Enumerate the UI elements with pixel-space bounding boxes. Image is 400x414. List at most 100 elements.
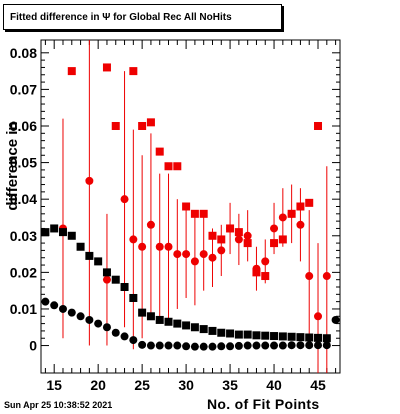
circle-marker	[278, 213, 287, 222]
x-tick-label: 15	[46, 377, 62, 393]
y-tick-label: 0.07	[10, 81, 37, 97]
x-tick-label: 35	[222, 377, 238, 393]
circle-marker	[296, 341, 305, 350]
circle-marker	[138, 340, 147, 349]
square-marker	[41, 228, 50, 237]
square-marker	[305, 333, 314, 342]
circle-marker	[287, 341, 296, 350]
x-tick-label: 20	[90, 377, 106, 393]
square-marker	[155, 147, 164, 156]
square-marker	[129, 67, 138, 76]
circle-marker	[67, 308, 76, 317]
square-marker	[67, 231, 76, 240]
square-marker	[305, 198, 314, 207]
circle-marker	[173, 250, 182, 259]
square-marker	[296, 202, 305, 211]
x-axis-label: No. of Fit Points	[207, 396, 320, 412]
circle-marker	[217, 246, 226, 255]
circle-marker	[164, 341, 173, 350]
y-tick-label: 0.03	[10, 228, 37, 244]
square-marker	[270, 332, 279, 341]
circle-marker	[322, 341, 331, 350]
circle-marker	[252, 341, 261, 350]
y-tick-label: 0.04	[10, 191, 37, 207]
square-marker	[243, 239, 252, 248]
circle-marker	[234, 341, 243, 350]
circle-marker	[287, 209, 296, 218]
square-marker	[234, 228, 243, 237]
square-marker	[182, 202, 191, 211]
square-marker	[314, 333, 323, 342]
circle-marker	[261, 257, 270, 266]
y-tick-label: 0.08	[10, 45, 37, 61]
square-marker	[155, 315, 164, 324]
circle-marker	[85, 176, 94, 185]
circle-marker	[155, 341, 164, 350]
square-marker	[217, 235, 226, 244]
square-marker	[173, 162, 182, 171]
circle-marker	[217, 342, 226, 351]
y-axis-label: difference in	[4, 121, 21, 211]
circle-marker	[146, 341, 155, 350]
square-marker	[67, 67, 76, 76]
circle-marker	[270, 341, 279, 350]
square-marker	[199, 325, 208, 334]
square-marker	[278, 235, 287, 244]
square-marker	[120, 283, 129, 292]
y-tick-label: 0.01	[10, 301, 37, 317]
square-marker	[76, 242, 85, 251]
circle-marker	[278, 341, 287, 350]
circle-marker	[305, 341, 314, 350]
square-marker	[208, 231, 217, 240]
x-tick-label: 30	[178, 377, 194, 393]
circle-marker	[296, 220, 305, 229]
square-marker	[208, 326, 217, 335]
circle-marker	[190, 342, 199, 351]
circle-marker	[243, 341, 252, 350]
square-marker	[234, 330, 243, 339]
circle-marker	[226, 224, 235, 233]
y-tick-label: 0.05	[10, 155, 37, 171]
chart-title-box: Fitted difference in Ψ for Global Rec Al…	[3, 4, 282, 30]
timestamp-footer: Sun Apr 25 10:38:52 2021	[4, 400, 113, 410]
circle-marker	[58, 304, 67, 313]
square-marker	[296, 333, 305, 342]
circle-marker	[41, 297, 50, 306]
square-marker	[243, 330, 252, 339]
circle-marker	[331, 315, 340, 324]
circle-marker	[252, 264, 261, 273]
circle-marker	[270, 224, 279, 233]
circle-marker	[111, 328, 120, 337]
square-marker	[199, 209, 208, 218]
circle-marker	[226, 342, 235, 351]
circle-marker	[120, 195, 129, 204]
circle-marker	[182, 250, 191, 259]
square-marker	[146, 118, 155, 127]
square-marker	[129, 293, 138, 302]
square-marker	[164, 162, 173, 171]
circle-marker	[102, 323, 111, 332]
circle-marker	[164, 242, 173, 251]
circle-marker	[120, 332, 129, 341]
square-marker	[173, 319, 182, 328]
circle-marker	[182, 342, 191, 351]
square-marker	[314, 121, 323, 130]
circle-marker	[94, 319, 103, 328]
circle-marker	[102, 275, 111, 284]
circle-marker	[234, 235, 243, 244]
square-marker	[261, 272, 270, 281]
square-marker	[190, 323, 199, 332]
x-tick-label: 25	[134, 377, 150, 393]
square-marker	[182, 321, 191, 330]
square-marker	[102, 268, 111, 277]
square-marker	[252, 331, 261, 340]
square-marker	[322, 334, 331, 343]
circle-marker	[199, 342, 208, 351]
square-marker	[138, 308, 147, 317]
circle-marker	[243, 231, 252, 240]
circle-marker	[208, 342, 217, 351]
square-marker	[85, 251, 94, 260]
circle-marker	[314, 312, 323, 321]
plot-frame	[40, 39, 341, 374]
square-marker	[111, 275, 120, 284]
